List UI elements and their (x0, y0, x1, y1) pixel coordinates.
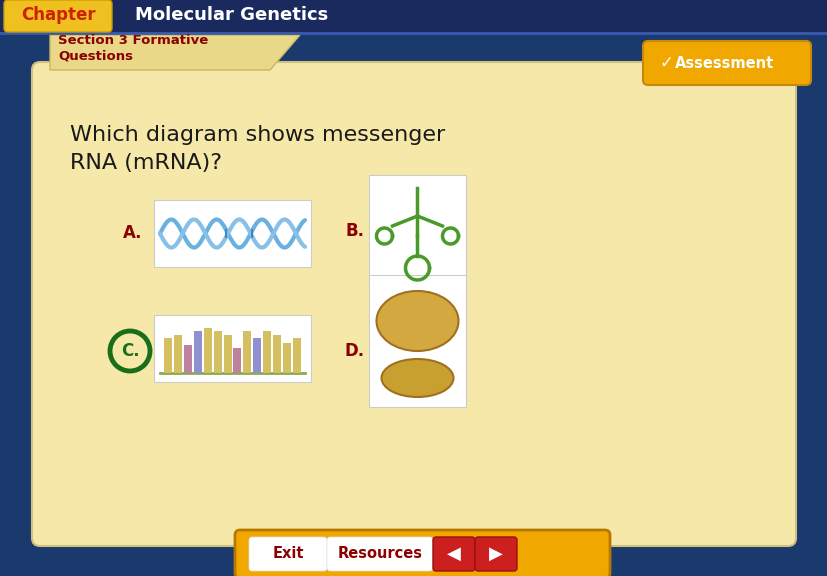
FancyBboxPatch shape (433, 537, 475, 571)
FancyBboxPatch shape (213, 331, 222, 373)
Text: ▶: ▶ (489, 545, 502, 563)
FancyBboxPatch shape (243, 331, 251, 373)
FancyBboxPatch shape (327, 537, 433, 571)
Ellipse shape (381, 359, 453, 397)
FancyBboxPatch shape (154, 200, 311, 267)
FancyBboxPatch shape (369, 175, 466, 287)
FancyBboxPatch shape (283, 343, 291, 373)
FancyBboxPatch shape (273, 335, 281, 373)
FancyBboxPatch shape (32, 62, 795, 546)
Polygon shape (0, 0, 827, 32)
Text: ◀: ◀ (447, 545, 461, 563)
FancyBboxPatch shape (475, 537, 516, 571)
Polygon shape (50, 35, 299, 70)
FancyBboxPatch shape (249, 537, 327, 571)
Text: Chapter: Chapter (21, 6, 95, 24)
FancyBboxPatch shape (369, 275, 466, 407)
Text: D.: D. (345, 342, 365, 360)
Text: Assessment: Assessment (675, 55, 774, 70)
Text: A.: A. (123, 224, 142, 242)
FancyBboxPatch shape (223, 335, 232, 373)
FancyBboxPatch shape (643, 41, 810, 85)
FancyBboxPatch shape (293, 338, 301, 373)
FancyBboxPatch shape (154, 315, 311, 382)
FancyBboxPatch shape (4, 0, 112, 32)
FancyBboxPatch shape (253, 338, 261, 373)
Text: Molecular Genetics: Molecular Genetics (135, 6, 327, 24)
FancyBboxPatch shape (194, 331, 202, 373)
Text: ✓: ✓ (659, 54, 673, 72)
FancyBboxPatch shape (174, 335, 182, 373)
FancyBboxPatch shape (263, 331, 271, 373)
Text: B.: B. (345, 222, 364, 240)
FancyBboxPatch shape (203, 328, 212, 373)
FancyBboxPatch shape (164, 338, 172, 373)
Text: Exit: Exit (272, 545, 304, 560)
Text: Resources: Resources (337, 545, 422, 560)
Ellipse shape (376, 291, 458, 351)
FancyBboxPatch shape (235, 530, 609, 576)
Text: Section 3 Formative
Questions: Section 3 Formative Questions (58, 33, 208, 63)
FancyBboxPatch shape (233, 348, 241, 373)
FancyBboxPatch shape (184, 345, 192, 373)
Text: Which diagram shows messenger
RNA (mRNA)?: Which diagram shows messenger RNA (mRNA)… (70, 125, 445, 173)
Text: C.: C. (121, 342, 139, 360)
